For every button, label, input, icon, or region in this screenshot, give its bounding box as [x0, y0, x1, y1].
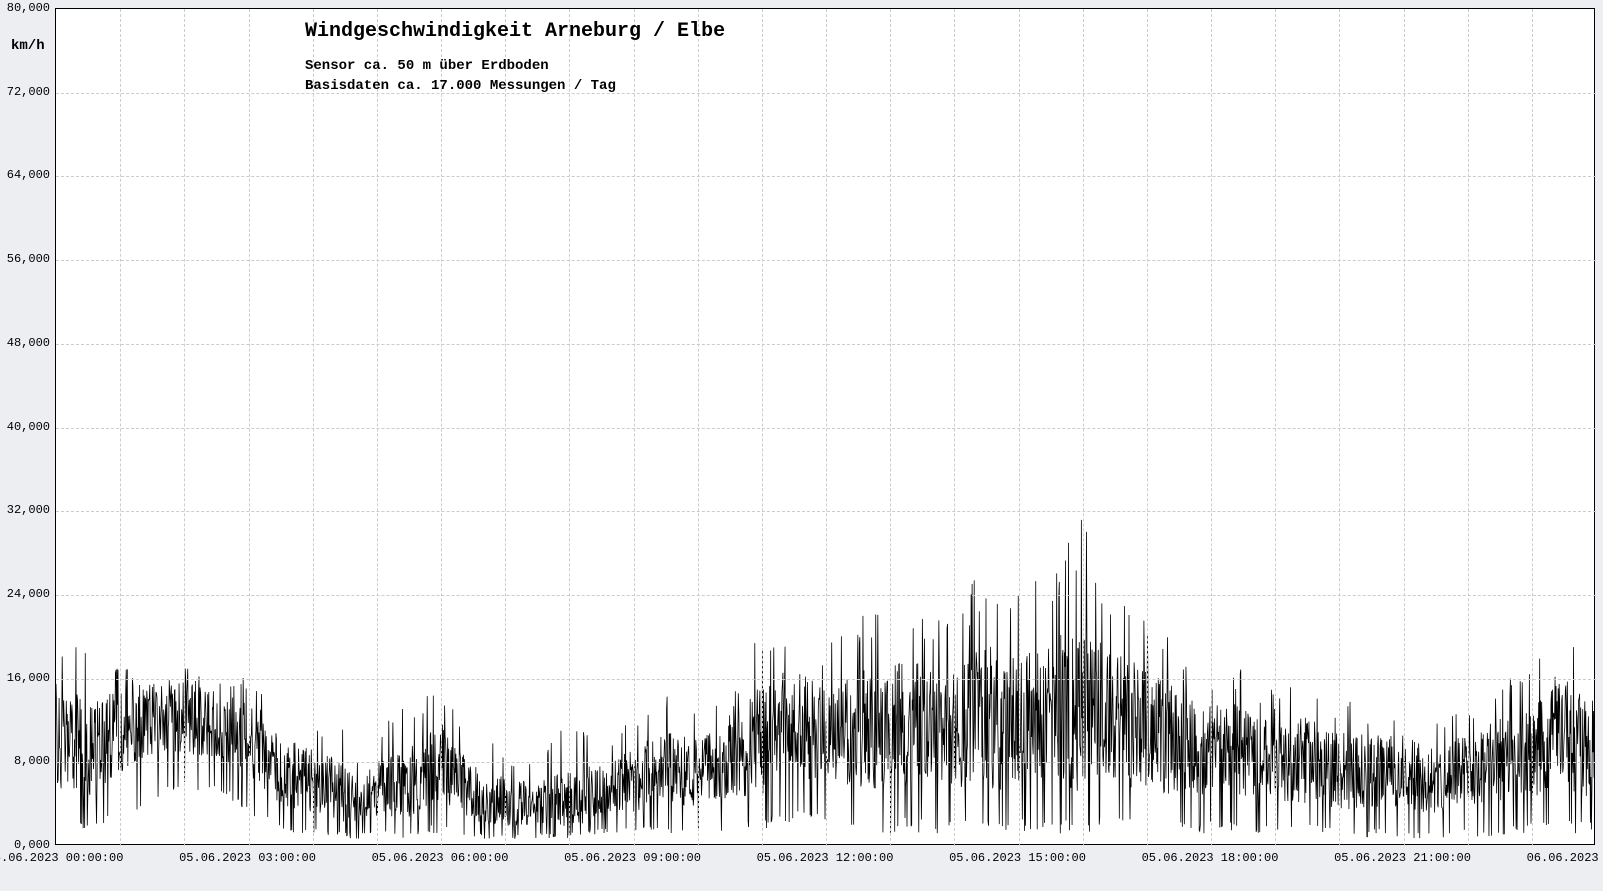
x-tick-label: 06.06.2023 00:00:00	[1527, 851, 1603, 865]
grid-line-v	[505, 9, 506, 846]
grid-line-v	[890, 9, 891, 846]
x-tick-label: 05.06.2023 00:00:00	[0, 851, 123, 865]
x-tick-label: 05.06.2023 15:00:00	[949, 851, 1086, 865]
chart-subtitle-1: Sensor ca. 50 m über Erdboden	[305, 56, 549, 77]
chart-title: Windgeschwindigkeit Arneburg / Elbe	[305, 20, 725, 43]
plot-area	[55, 8, 1595, 845]
grid-line-v	[634, 9, 635, 846]
grid-line-v	[184, 9, 185, 846]
x-tick-label: 05.06.2023 12:00:00	[757, 851, 894, 865]
grid-line-v	[1083, 9, 1084, 846]
grid-line-v	[1019, 9, 1020, 846]
grid-line-v	[441, 9, 442, 846]
grid-line-v	[1211, 9, 1212, 846]
x-tick-label: 05.06.2023 06:00:00	[372, 851, 509, 865]
y-tick-label: 0,000	[5, 838, 50, 852]
y-tick-label: 72,000	[5, 85, 50, 99]
x-tick-label: 05.06.2023 18:00:00	[1142, 851, 1279, 865]
grid-line-v	[698, 9, 699, 846]
grid-line-v	[1468, 9, 1469, 846]
x-tick-label: 05.06.2023 03:00:00	[179, 851, 316, 865]
grid-line-v	[377, 9, 378, 846]
grid-line-v	[1147, 9, 1148, 846]
x-tick-label: 05.06.2023 21:00:00	[1334, 851, 1471, 865]
grid-line-v	[1404, 9, 1405, 846]
grid-line-v	[120, 9, 121, 846]
y-tick-label: 16,000	[5, 671, 50, 685]
grid-line-v	[569, 9, 570, 846]
windspeed-line	[56, 9, 1594, 844]
grid-line-v	[313, 9, 314, 846]
grid-line-v	[826, 9, 827, 846]
grid-line-v	[249, 9, 250, 846]
y-tick-label: 32,000	[5, 503, 50, 517]
grid-line-v	[1275, 9, 1276, 846]
y-tick-label: 24,000	[5, 587, 50, 601]
y-tick-label: 40,000	[5, 420, 50, 434]
y-tick-label: 48,000	[5, 336, 50, 350]
y-tick-label: 8,000	[5, 754, 50, 768]
y-tick-label: 80,000	[5, 1, 50, 15]
grid-line-v	[762, 9, 763, 846]
y-axis-unit: km/h	[11, 38, 45, 54]
grid-line-v	[1532, 9, 1533, 846]
y-tick-label: 56,000	[5, 252, 50, 266]
y-tick-label: 64,000	[5, 168, 50, 182]
grid-line-v	[954, 9, 955, 846]
grid-line-v	[1339, 9, 1340, 846]
x-tick-label: 05.06.2023 09:00:00	[564, 851, 701, 865]
chart-subtitle-2: Basisdaten ca. 17.000 Messungen / Tag	[305, 76, 616, 97]
